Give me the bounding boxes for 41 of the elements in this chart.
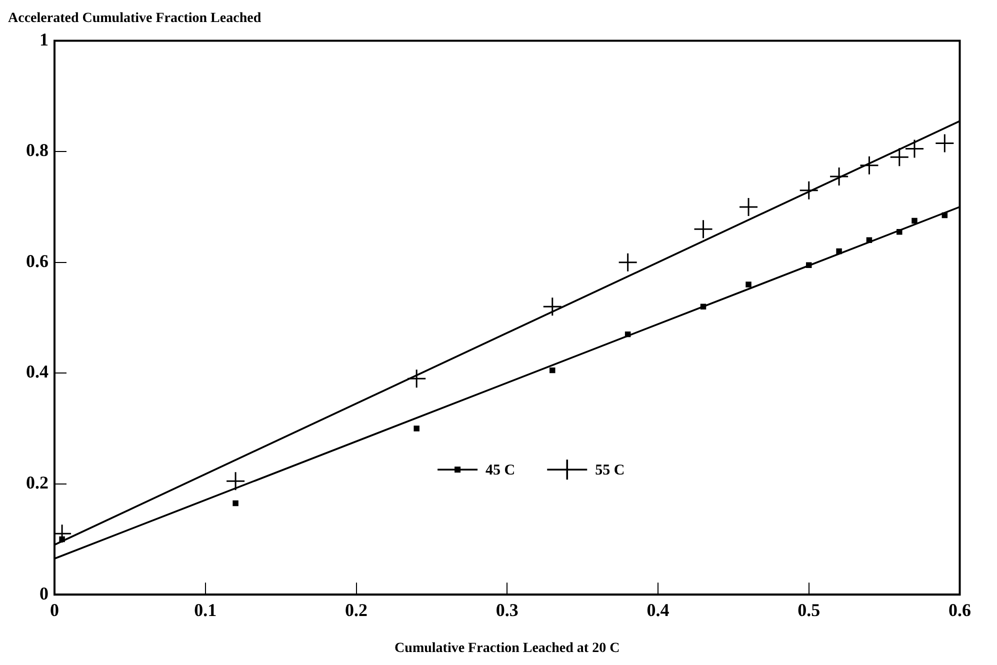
x-tick-label: 0.3: [496, 600, 518, 620]
y-tick-label: 0.8: [26, 140, 48, 160]
point: [934, 134, 954, 154]
point: [542, 296, 562, 316]
x-tick-label: 0.2: [345, 600, 368, 620]
y-tick-label: 0.6: [26, 250, 48, 271]
x-tick-label: 0.5: [798, 600, 820, 620]
point: [896, 228, 902, 235]
point: [912, 218, 918, 224]
point: [799, 180, 819, 200]
point: [904, 139, 924, 159]
point: [624, 331, 631, 338]
y-tick-label: 0.4: [26, 362, 48, 382]
x-tick-label: 0.4: [646, 600, 670, 620]
legend-label: 45 C: [486, 462, 516, 478]
point: [226, 471, 246, 491]
point: [406, 368, 426, 388]
point: [59, 536, 65, 542]
point: [694, 219, 714, 239]
chart-title: Accelerated Cumulative Fraction Leached: [8, 11, 262, 26]
point: [746, 282, 752, 288]
point: [806, 262, 812, 268]
y-tick-label: 0: [40, 583, 48, 604]
point: [232, 500, 238, 506]
point: [836, 248, 842, 254]
y-tick-label: 0.2: [26, 472, 48, 492]
point: [738, 197, 758, 217]
x-tick-label: 0.1: [194, 600, 217, 620]
point: [829, 166, 849, 186]
point: [859, 156, 879, 176]
legend-label: 55 C: [595, 462, 625, 478]
point: [550, 367, 556, 374]
point: [890, 147, 910, 167]
point: [618, 252, 638, 272]
x-axis-title: Cumulative Fraction Leached at 20 C: [394, 641, 620, 656]
point: [866, 237, 872, 244]
point: [700, 304, 706, 310]
point: [414, 426, 420, 432]
y-tick-label: 1: [40, 29, 48, 50]
point: [942, 212, 948, 218]
x-tick-label: 0.6: [948, 600, 971, 620]
